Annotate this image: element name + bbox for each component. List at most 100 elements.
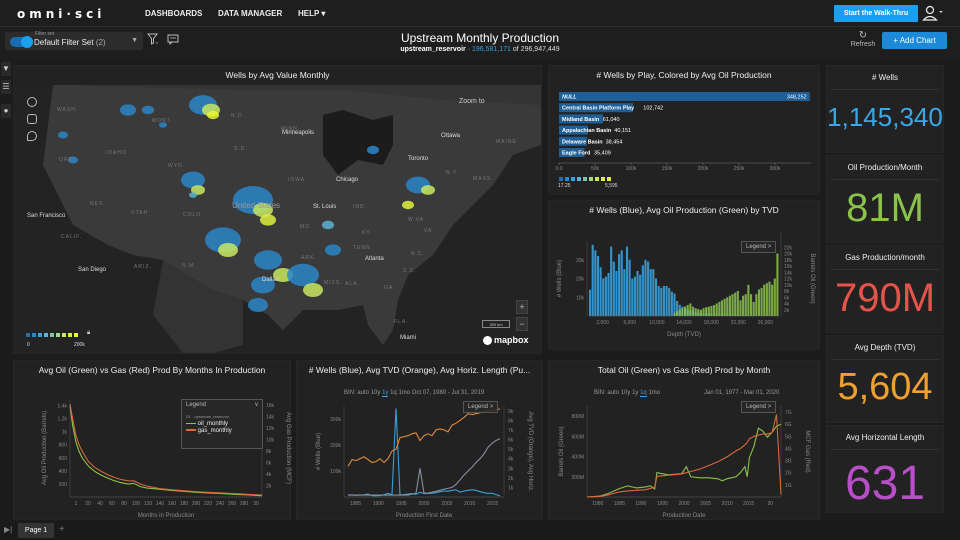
legend-color-swatch bbox=[61, 332, 67, 338]
bin-option-auto[interactable]: auto bbox=[607, 390, 620, 396]
play-color-legend[interactable]: 17.25 5,595 bbox=[558, 176, 618, 189]
kpi-panel[interactable]: Oil Production/Month 81M bbox=[826, 155, 944, 243]
date-range[interactable]: Oct 07, 1980 - Jul 31, 2019 bbox=[411, 390, 485, 396]
legend-toggle[interactable]: Legend > bbox=[741, 401, 777, 413]
bin-option-10y[interactable]: 10y bbox=[620, 390, 631, 396]
state-label: ALA. bbox=[345, 281, 360, 287]
zoom-out-button[interactable]: − bbox=[516, 317, 528, 331]
y2-tick-label: 12k bbox=[784, 277, 793, 283]
tvd-combo-chart[interactable]: 2,000 6,000 10,000 14,000 18,000 22,000 26,000… bbox=[549, 221, 821, 351]
kpi-value: 631 bbox=[844, 457, 926, 510]
map-color-legend[interactable]: 0 200k 🔒︎ bbox=[25, 330, 90, 348]
kpi-title: Oil Production/Month bbox=[847, 163, 923, 172]
nav-dashboards[interactable]: DASHBOARDS bbox=[145, 9, 203, 18]
state-label: S.C. bbox=[403, 268, 417, 274]
tab-page-1[interactable]: Page 1 bbox=[18, 523, 54, 538]
oil-bar bbox=[691, 306, 695, 316]
filter-set-select[interactable]: Filter set Default Filter Set (2) ▼ bbox=[5, 31, 143, 50]
kpi-panel[interactable]: Avg Horizontal Length 631 bbox=[826, 425, 944, 513]
zoom-in-button[interactable]: + bbox=[516, 300, 528, 314]
bin-option-1y[interactable]: 1y bbox=[632, 390, 639, 396]
filter-panel-icon[interactable]: ▼ bbox=[1, 62, 11, 76]
wells-bar bbox=[657, 286, 660, 316]
chevron-down-icon: ▼ bbox=[131, 37, 138, 44]
well-density-blob bbox=[303, 283, 323, 297]
well-density-blob bbox=[251, 276, 275, 294]
kpi-panel[interactable]: # Wells 1,145,340 bbox=[826, 65, 944, 153]
filter-set-toggle[interactable] bbox=[10, 36, 33, 48]
date-range[interactable]: Jan 01, 1977 - Mar 01, 2020 bbox=[704, 390, 780, 396]
map-canvas[interactable]: Zoom to WASH. MONT. N.D. ORE. IDAHO S.D. WYO. M… bbox=[13, 85, 541, 353]
polygon-select-tool-icon[interactable] bbox=[27, 114, 37, 124]
y-tick-label: 1.4k bbox=[58, 404, 68, 410]
y-axis-label: # Wells (Blue) bbox=[316, 433, 322, 470]
well-density-blob bbox=[322, 220, 334, 230]
wells-bar bbox=[662, 286, 665, 316]
x-tick-label: 2000 bbox=[418, 501, 429, 507]
omnisci-logo[interactable]: omni·sci bbox=[17, 7, 106, 21]
circle-select-tool-icon[interactable] bbox=[27, 97, 37, 107]
left-rail: ▼ ☰ ● bbox=[0, 60, 12, 120]
play-bar-chart[interactable]: NULL 348,252 Central Basin Platform Play 10… bbox=[549, 86, 821, 196]
plus-icon[interactable]: + bbox=[59, 524, 65, 535]
wells-bar bbox=[631, 278, 634, 316]
state-label: N.M. bbox=[182, 263, 197, 269]
refresh-button[interactable]: ↻ Refresh bbox=[848, 30, 878, 48]
x-tick-label: 26,000 bbox=[758, 320, 774, 326]
kpi-panel[interactable]: Avg Depth (TVD) 5,604 bbox=[826, 335, 944, 423]
well-density-blob bbox=[120, 104, 136, 116]
legend-color-swatch bbox=[576, 176, 582, 182]
dashboard-subtitle: upstream_reservoir · 196,581,171 of 296,… bbox=[400, 46, 560, 53]
x-tick-label: 20 bbox=[767, 501, 773, 507]
bin-option-1y[interactable]: 1y bbox=[382, 390, 389, 397]
x-tick-label: 2005 bbox=[700, 501, 711, 507]
oil-bar bbox=[676, 311, 679, 316]
filter-icon[interactable]: x bbox=[146, 33, 159, 48]
divider bbox=[831, 179, 939, 180]
wells-bar bbox=[652, 269, 655, 316]
legend-item-gas[interactable]: gas_monthly bbox=[186, 428, 258, 434]
legend-item-oil[interactable]: oil_monthly bbox=[186, 421, 258, 427]
lasso-select-tool-icon[interactable] bbox=[27, 131, 37, 141]
user-icon[interactable] bbox=[922, 5, 944, 23]
city-label: Toronto bbox=[408, 156, 429, 162]
bin-option-1q[interactable]: 1q bbox=[640, 390, 647, 397]
nav-help[interactable]: HELP ▾ bbox=[298, 9, 326, 18]
tvd-panel: # Wells (Blue), Avg Oil Production (Gree… bbox=[548, 200, 820, 350]
legend-toggle[interactable]: Legend > bbox=[741, 241, 777, 253]
dashboard-title[interactable]: Upstream Monthly Production bbox=[400, 31, 560, 45]
bin-option-auto[interactable]: auto bbox=[357, 390, 370, 396]
total-line-chart[interactable]: 1980 1985 1990 1995 2000 2005 2010 2015 20 200M 40… bbox=[549, 381, 821, 521]
mapbox-attribution[interactable]: mapbox bbox=[483, 335, 529, 346]
x-tick-label: 60 bbox=[109, 501, 115, 507]
y-axis-label: # Wells (Blue) bbox=[557, 260, 563, 297]
nav-data-manager[interactable]: DATA MANAGER bbox=[218, 9, 283, 18]
months-line-chart[interactable]: 1 20 40 60 80 100 120 140 160 180 200 220 240 260 280 3… bbox=[14, 381, 292, 521]
kpi-panel[interactable]: Gas Production/month 790M bbox=[826, 245, 944, 333]
annotation-icon[interactable] bbox=[167, 34, 179, 48]
y2-tick-label: 3G bbox=[785, 459, 792, 465]
wells-bar bbox=[618, 254, 621, 316]
legend-min: 17.25 bbox=[558, 183, 571, 189]
zoom-to-input[interactable]: Zoom to bbox=[459, 98, 485, 105]
bin-option-1mo[interactable]: 1mo bbox=[648, 390, 661, 396]
palette-icon[interactable]: ● bbox=[1, 104, 11, 118]
wells-date-line-chart[interactable]: 1985 1990 1995 2000 2005 2010 2015 100k 200k 300k… bbox=[297, 381, 544, 521]
bin-option-1q[interactable]: 1q bbox=[390, 390, 397, 396]
lock-icon[interactable]: 🔒︎ bbox=[87, 330, 91, 336]
legend-color-swatch bbox=[25, 332, 31, 338]
well-density-blob bbox=[248, 298, 268, 312]
chevron-down-icon: v bbox=[255, 402, 258, 408]
x-tick-label: 1985 bbox=[614, 501, 625, 507]
legend-toggle[interactable]: Legend > bbox=[463, 401, 499, 413]
y2-tick-label: 7k bbox=[508, 428, 514, 434]
add-chart-button[interactable]: + Add Chart bbox=[882, 32, 947, 49]
legend-color-swatch bbox=[49, 332, 55, 338]
bin-option-10y[interactable]: 10y bbox=[370, 390, 381, 396]
wells-bar bbox=[591, 244, 594, 316]
months-legend[interactable]: Legend v S1 - upstream_reservoir oil_mont… bbox=[181, 399, 263, 449]
sliders-icon[interactable]: ☰ bbox=[1, 80, 11, 94]
collapse-panel-icon[interactable]: ▶| bbox=[4, 525, 13, 534]
start-walkthru-button[interactable]: Start the Walk-Thru bbox=[834, 5, 918, 22]
bin-option-1mo[interactable]: 1mo bbox=[398, 390, 411, 396]
